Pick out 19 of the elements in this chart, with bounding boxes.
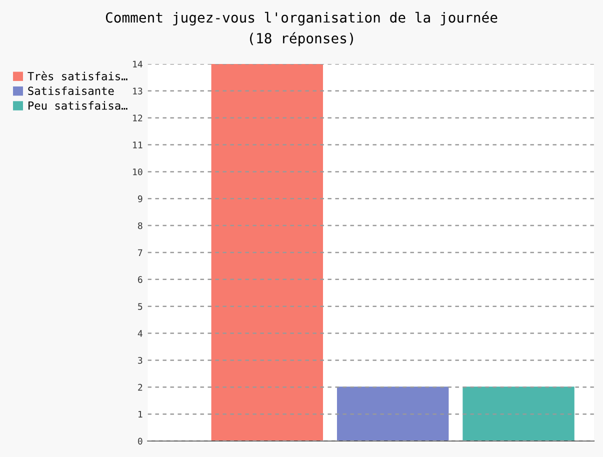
- legend-label: Peu satisfaisa…: [28, 101, 128, 110]
- legend-label: Très satisfais…: [28, 71, 128, 80]
- y-tick-label: 6: [138, 276, 142, 284]
- y-tick-label: 5: [138, 303, 142, 310]
- y-tick-label: 14: [133, 60, 142, 68]
- y-tick-label: 10: [133, 168, 142, 176]
- y-tick-label: 4: [138, 330, 142, 337]
- y-tick-label: 8: [138, 222, 142, 230]
- y-tick-label: 12: [133, 114, 142, 122]
- y-tick-label: 11: [133, 142, 142, 148]
- y-tick-label: 3: [138, 356, 142, 364]
- y-tick-label: 1: [138, 410, 142, 418]
- y-tick-label: 13: [133, 88, 142, 94]
- legend-label: Satisfaisante: [28, 86, 114, 96]
- y-tick-label: 9: [138, 195, 142, 202]
- y-tick-label: 7: [138, 249, 142, 256]
- y-tick-label: 2: [138, 384, 142, 391]
- y-tick-label: 0: [138, 438, 142, 445]
- chart-title: Comment jugez-vous l'organisation de la journée (18 réponses): [106, 11, 498, 46]
